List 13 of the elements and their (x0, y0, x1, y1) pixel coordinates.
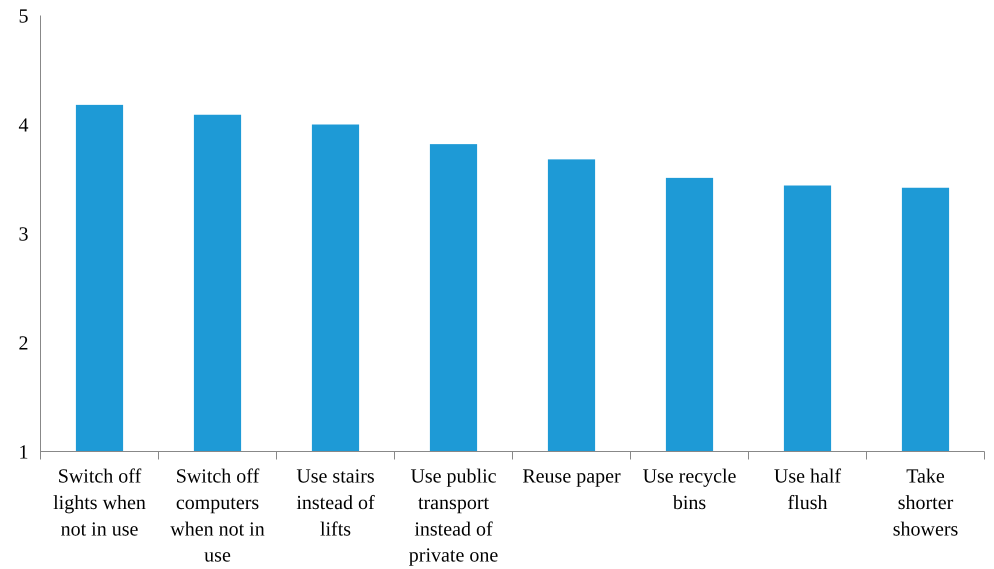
x-tick-label: Reuse paper (522, 466, 621, 488)
x-tick-label: Use public transport instead of private one (408, 466, 498, 567)
x-tick-label: Switch off computers when not in use (170, 466, 265, 567)
x-tick-label: Use recycle bins (642, 466, 737, 514)
y-tick-label: 3 (18, 224, 28, 246)
y-tick-label: 5 (18, 6, 28, 28)
x-tick-label: Take shorter showers (892, 466, 958, 540)
y-tick-label: 2 (18, 332, 28, 354)
x-tick-label: Switch off lights when not in use (53, 466, 146, 540)
x-tick-label: Use half flush (774, 466, 842, 514)
y-tick-label: 4 (18, 114, 28, 136)
y-tick-label: 1 (18, 442, 28, 464)
x-tick-label: Use stairs instead of lifts (296, 466, 375, 540)
